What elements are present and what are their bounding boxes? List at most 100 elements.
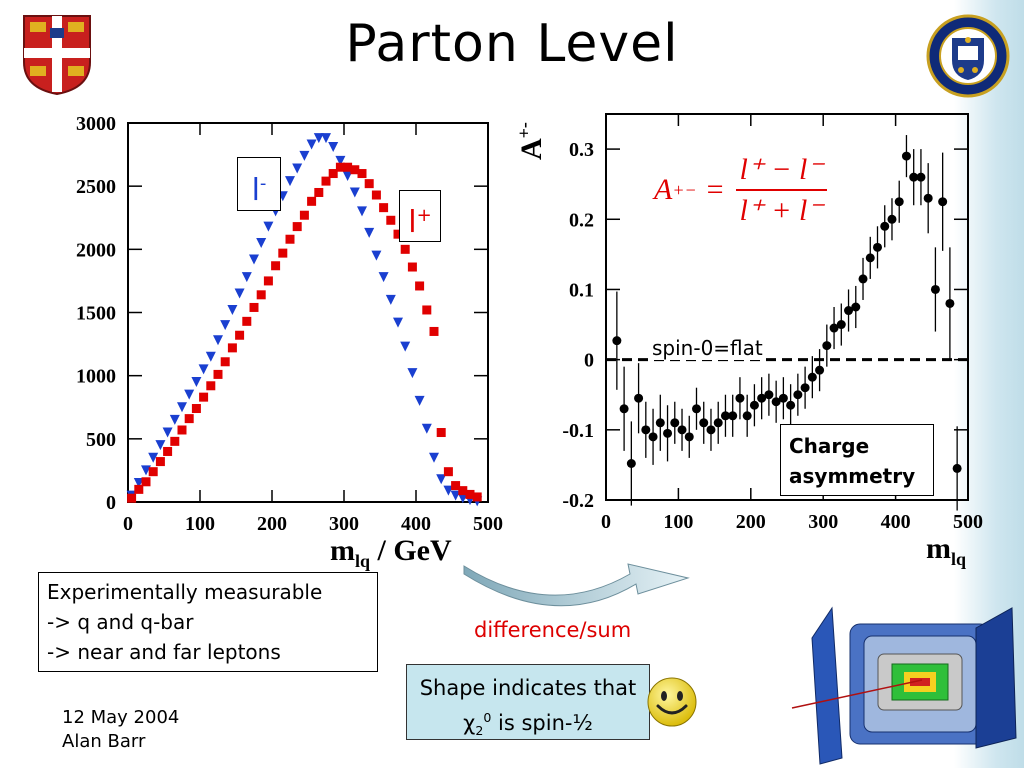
left-x-axis-label: mlq / GeV xyxy=(330,534,452,571)
data-point-lminus xyxy=(205,351,216,362)
page-title: Parton Level xyxy=(345,14,679,74)
data-point-lminus xyxy=(357,206,367,217)
x-tick-label: 400 xyxy=(881,511,911,533)
data-point-asymmetry xyxy=(873,242,882,252)
data-point-lplus xyxy=(314,187,324,197)
data-point-lplus xyxy=(199,392,209,402)
oxford-seal-icon xyxy=(926,14,1010,98)
data-point-asymmetry xyxy=(699,418,709,428)
data-point-lplus xyxy=(458,486,468,496)
data-point-lminus xyxy=(162,427,173,438)
data-point-lplus xyxy=(386,215,396,225)
x-tick-label: 200 xyxy=(257,513,287,535)
data-point-asymmetry xyxy=(901,151,911,161)
data-point-lplus xyxy=(184,414,194,424)
data-point-lminus xyxy=(220,320,231,331)
data-point-lplus xyxy=(242,316,252,326)
detector-icon xyxy=(791,606,1017,765)
x-tick-label: 100 xyxy=(663,511,693,533)
data-point-lminus xyxy=(443,485,454,496)
data-point-lplus xyxy=(443,467,453,477)
data-point-lminus xyxy=(177,402,187,413)
data-point-lplus xyxy=(407,262,417,272)
smiley-icon xyxy=(647,677,697,727)
data-point-lminus xyxy=(313,133,324,144)
data-point-asymmetry xyxy=(815,365,825,375)
data-point-lplus xyxy=(163,446,173,456)
data-point-lminus xyxy=(335,155,346,166)
data-point-lplus xyxy=(235,330,245,340)
data-point-lminus xyxy=(385,294,396,305)
x-tick-label: 300 xyxy=(329,513,359,535)
data-point-lminus xyxy=(321,133,331,144)
data-point-asymmetry xyxy=(684,432,694,442)
data-point-lplus xyxy=(422,305,432,315)
data-point-lminus xyxy=(292,163,303,174)
data-point-lplus xyxy=(256,290,266,300)
x-tick-label: 500 xyxy=(953,511,983,533)
data-point-lplus xyxy=(141,477,151,487)
data-point-asymmetry xyxy=(648,432,658,442)
y-tick-label: 1000 xyxy=(76,366,116,388)
data-point-lminus xyxy=(342,171,353,182)
data-point-asymmetry xyxy=(800,383,810,393)
data-point-asymmetry xyxy=(720,411,730,421)
data-point-lplus xyxy=(206,381,216,391)
data-point-lplus xyxy=(328,169,338,179)
data-point-lplus xyxy=(429,326,439,336)
y-tick-label: 3000 xyxy=(76,113,116,135)
right-x-axis-label: mlq xyxy=(926,532,967,569)
data-point-asymmetry xyxy=(945,298,955,308)
data-point-asymmetry xyxy=(749,400,759,410)
data-point-lminus xyxy=(429,452,439,463)
data-point-asymmetry xyxy=(764,390,774,400)
data-point-asymmetry xyxy=(663,428,673,438)
data-point-lminus xyxy=(450,490,461,501)
data-point-lminus xyxy=(400,341,411,352)
data-point-lminus xyxy=(421,423,432,434)
data-point-lplus xyxy=(127,493,137,503)
asymmetry-formula: A +− = l⁺ − l⁻ l⁺ + l⁻ xyxy=(654,152,828,228)
data-point-asymmetry xyxy=(829,323,839,333)
data-point-asymmetry xyxy=(713,418,723,428)
data-point-lplus xyxy=(451,481,461,491)
data-point-lminus xyxy=(249,254,259,265)
data-point-asymmetry xyxy=(778,393,788,403)
x-tick-label: 300 xyxy=(808,511,838,533)
data-point-lminus xyxy=(234,288,245,299)
data-point-lminus xyxy=(299,150,310,161)
y-tick-label: 1500 xyxy=(76,303,116,325)
y-tick-label: -0.1 xyxy=(562,420,594,442)
data-point-asymmetry xyxy=(692,404,701,414)
left-chart: 0 100 200 300 400 500 0 500 1000 1500 2000 2500 3000 xyxy=(76,113,503,535)
footer: 12 May 2004 Alan Barr xyxy=(62,706,179,754)
data-point-asymmetry xyxy=(851,302,861,312)
data-point-lplus xyxy=(299,210,309,220)
data-point-asymmetry xyxy=(844,306,854,316)
data-point-lminus xyxy=(191,376,202,387)
x-tick-label: 0 xyxy=(123,513,133,535)
data-point-asymmetry xyxy=(887,214,897,224)
data-point-asymmetry xyxy=(822,341,832,351)
data-point-lminus xyxy=(306,139,317,150)
data-point-lminus xyxy=(213,335,223,346)
data-point-lplus xyxy=(191,404,201,414)
data-point-lplus xyxy=(343,162,353,172)
footer-date: 12 May 2004 xyxy=(62,707,180,728)
data-point-lplus xyxy=(278,248,288,258)
x-tick-label: 400 xyxy=(401,513,431,535)
y-tick-label: 0.3 xyxy=(569,139,594,161)
shape-indication-box: Shape indicates that χ20 is spin-½ xyxy=(406,664,650,740)
data-point-lminus xyxy=(285,176,295,187)
data-point-asymmetry xyxy=(786,400,796,410)
data-point-asymmetry xyxy=(952,463,962,473)
data-point-lminus xyxy=(457,493,468,504)
right-y-axis-label: A+- xyxy=(514,122,548,160)
data-point-lminus xyxy=(371,250,382,261)
data-point-asymmetry xyxy=(880,221,890,231)
y-tick-label: 2000 xyxy=(76,239,116,261)
plot-frame xyxy=(605,113,969,501)
data-point-asymmetry xyxy=(836,320,846,330)
data-point-lplus xyxy=(134,484,144,494)
data-point-asymmetry xyxy=(612,336,622,346)
